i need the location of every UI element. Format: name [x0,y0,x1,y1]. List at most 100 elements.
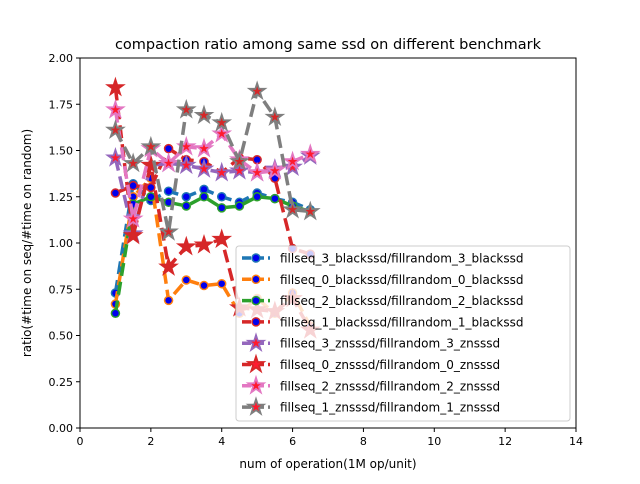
x-axis-label: num of operation(1M op/unit) [239,457,416,471]
legend-marker [251,317,261,327]
data-point-star [122,208,144,228]
data-point-star [282,150,303,171]
data-point-star [211,161,233,182]
legend-label: fillseq_1_znsssd/fillrandom_1_znsssd [280,401,500,415]
data-point-star [175,235,197,256]
data-point-star [211,228,233,249]
legend-marker-star [245,374,267,395]
data-point-star [211,122,233,143]
data-point-star [282,156,303,176]
data-point-star [193,104,215,125]
legend-box [235,245,571,422]
y-tick-label: 0.50 [49,330,74,343]
data-point [216,203,227,213]
data-point-star [193,137,215,158]
data-point-star [175,98,197,119]
data-point [163,295,174,306]
legend-label: fillseq_2_blackssd/fillrandom_2_blackssd [280,294,524,308]
data-point [181,192,192,202]
data-point [146,182,156,193]
data-point-star [105,119,126,139]
legend-entry: fillseq_1_znsssd/fillrandom_1_znsssd [242,396,500,416]
data-point [234,201,245,211]
data-point [163,186,174,196]
y-tick-label: 1.50 [49,145,74,158]
series-3 [110,192,316,319]
legend-marker [251,253,261,263]
series-8 [105,80,321,241]
data-point [181,275,192,285]
data-point-star [246,161,268,182]
data-point [181,201,192,211]
legend-entry: fillseq_3_znsssd/fillrandom_3_znsssd [242,332,500,353]
data-point-star [282,198,303,219]
data-point-star [229,150,250,171]
y-tick-label: 0.25 [49,376,74,389]
legend-label: fillseq_3_znsssd/fillrandom_3_znsssd [280,337,500,351]
data-point-star [122,224,144,245]
legend-label: fillseq_2_znsssd/fillrandom_2_znsssd [280,379,500,393]
chart-title: compaction ratio among same ssd on diffe… [115,37,542,53]
data-point-star [105,76,126,97]
data-point-star [299,200,321,221]
y-axis-label: ratio(#time on seq/#time on random) [20,129,34,357]
data-point-star [122,152,144,173]
data-point-star [264,106,286,127]
legend-entry: fillseq_2_blackssd/fillrandom_2_blackssd [242,294,524,308]
legend-label: fillseq_0_blackssd/fillrandom_0_blackssd [280,273,524,287]
data-point [199,192,209,202]
data-point-star [193,158,215,178]
data-point [270,193,280,204]
legend-entry: fillseq_3_blackssd/fillrandom_3_blackssd [242,252,524,266]
data-point [110,308,121,319]
x-tick-label: 6 [289,435,296,448]
legend-entry: fillseq_0_blackssd/fillrandom_0_blackssd [242,273,524,287]
data-point-star [193,233,215,254]
axes: 0 2 4 6 8 10 12 14 0.00 0.25 0.50 0.75 1.00 1.25 1.50 1… [49,52,584,448]
legend-label: fillseq_3_blackssd/fillrandom_3_blackssd [280,252,524,266]
data-point-star [158,220,179,241]
data-point-star [158,256,179,276]
legend: fillseq_3_blackssd/fillrandom_3_blackssd… [235,245,571,422]
data-point-star [140,154,162,175]
y-tick-label: 1.00 [49,237,74,250]
x-tick-label: 12 [498,435,512,448]
legend-label: fillseq_0_znsssd/fillrandom_0_znsssd [280,358,500,372]
data-point [146,192,156,202]
x-tick-label: 2 [147,435,154,448]
data-point-star [299,143,321,164]
x-tick-label: 14 [569,435,583,448]
data-point-star [246,80,268,101]
y-tick-label: 1.75 [49,98,74,111]
data-point-star [264,159,286,180]
legend-entry: fillseq_0_znsssd/fillrandom_0_znsssd [242,353,500,374]
data-point [199,280,209,291]
legend-entry: fillseq_2_znsssd/fillrandom_2_znsssd [242,374,500,395]
x-tick-label: 10 [427,435,441,448]
y-tick-label: 1.25 [49,191,74,204]
legend-entry: fillseq_1_blackssd/fillrandom_1_blackssd [242,315,524,329]
legend-marker-star [245,396,267,416]
data-point-star [105,98,126,119]
data-point-star [158,152,179,173]
x-tick-label: 0 [77,435,84,448]
data-point [110,188,121,198]
y-tick-label: 0.75 [49,283,74,296]
legend-marker [251,274,261,285]
legend-marker-star [245,332,267,353]
y-tick-label: 2.00 [49,52,74,65]
legend-label: fillseq_1_blackssd/fillrandom_1_blackssd [280,315,524,329]
legend-marker [251,295,261,306]
data-point [128,180,138,191]
x-tick-label: 4 [218,435,225,448]
y-tick-label: 0.00 [49,422,74,435]
data-point [216,278,227,289]
data-point-star [211,111,233,132]
data-point-star [140,135,162,156]
data-point-star [175,154,197,175]
legend-marker-star [245,353,267,374]
data-point [216,192,227,202]
data-point [252,192,262,202]
